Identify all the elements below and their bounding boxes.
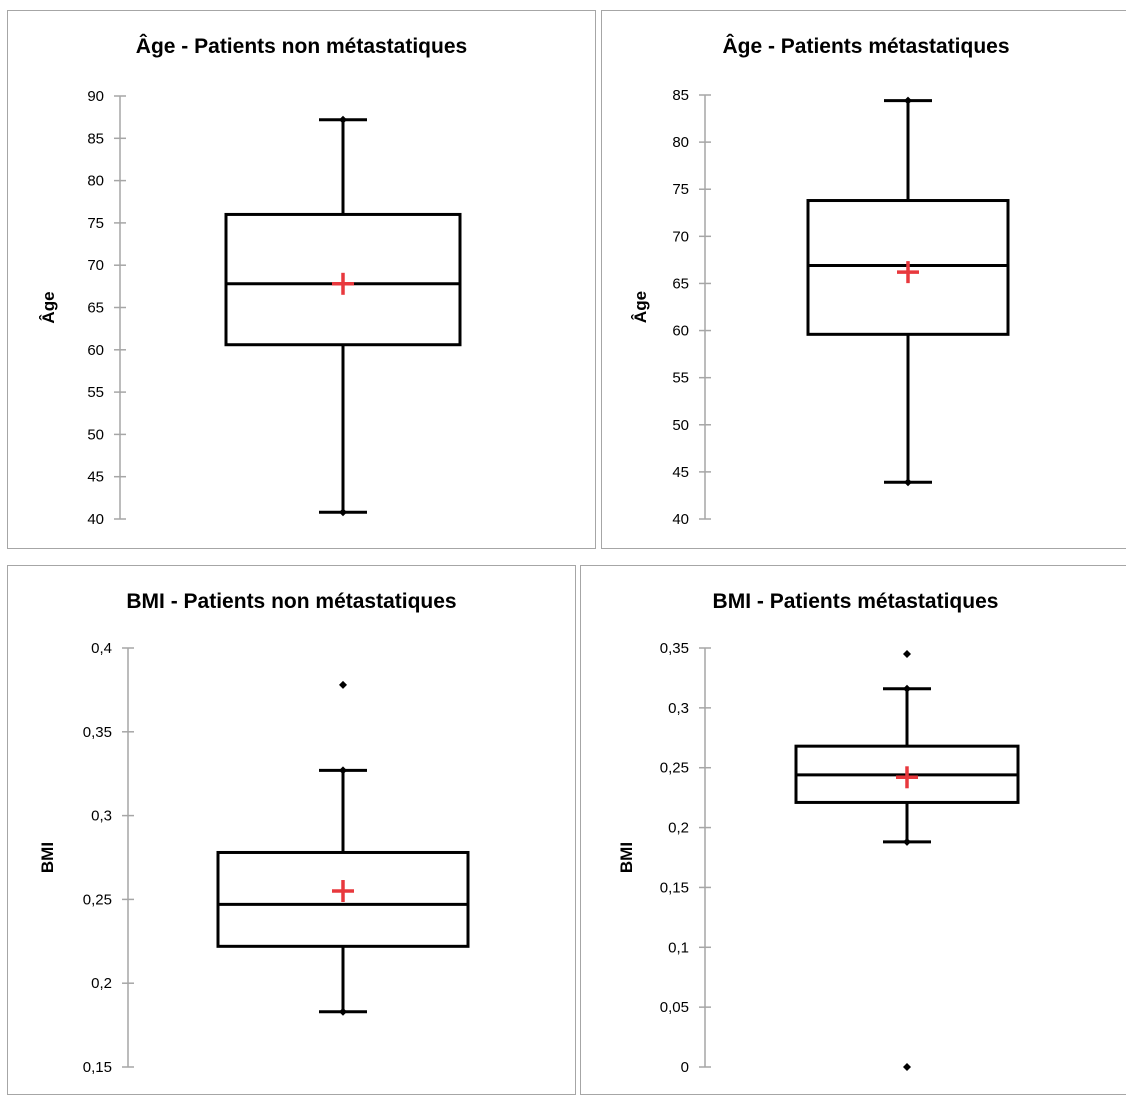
y-tick-label: 50	[672, 417, 689, 434]
y-tick-label: 65	[672, 275, 689, 292]
y-tick-label: 0,2	[668, 820, 689, 837]
y-tick-label: 70	[87, 257, 104, 274]
y-tick-label: 0,1	[668, 939, 689, 956]
y-tick-label: 0,05	[660, 999, 689, 1016]
y-tick-label: 90	[87, 88, 104, 105]
outlier-point	[903, 1063, 911, 1071]
y-tick-label: 0,4	[91, 640, 112, 657]
chart-panel-age-metastatic: Âge - Patients métastatiques 40 45 50 55 60 6…	[601, 10, 1126, 549]
y-tick-label: 85	[672, 87, 689, 104]
y-tick-label: 0,3	[91, 808, 112, 825]
min-marker	[339, 508, 347, 517]
y-tick-label: 70	[672, 228, 689, 245]
chart-title: BMI - Patients métastatiques	[712, 590, 999, 613]
max-marker	[339, 115, 347, 124]
y-axis-label: BMI	[617, 842, 636, 873]
y-tick-label: 75	[87, 215, 104, 232]
chart-title: BMI - Patients non métastatiques	[126, 590, 457, 613]
y-tick-label: 40	[87, 511, 104, 528]
min-marker	[904, 478, 912, 487]
chart-svg: 40 45 50 55 60 65 70 75 80 85 90 Âge	[39, 88, 462, 528]
y-tick-label: 0,35	[83, 724, 112, 741]
chart-svg: 0 0,05 0,1 0,15 0,2 0,25 0,3 0,35 BMI	[617, 640, 1020, 1076]
y-tick-label: 45	[87, 469, 104, 486]
y-axis-label: BMI	[38, 842, 57, 873]
chart-panel-bmi-non-metastatic: BMI - Patients non métastatiques 0,15 0,2…	[7, 565, 576, 1095]
outlier-point	[339, 680, 347, 689]
y-tick-label: 0,25	[660, 760, 689, 777]
min-marker	[903, 837, 911, 846]
y-tick-label: 75	[672, 181, 689, 198]
y-tick-label: 0,2	[91, 975, 112, 992]
max-marker	[903, 684, 911, 693]
iqr-box	[224, 212, 462, 347]
chart-svg: 0,15 0,2 0,25 0,3 0,35 0,4 BMI	[38, 640, 470, 1076]
outlier-point	[903, 649, 911, 658]
y-tick-label: 0,25	[83, 891, 112, 908]
y-tick-label: 45	[672, 464, 689, 481]
chart-panel-age-non-metastatic: Âge - Patients non métastatiques 40 45 50 5…	[7, 10, 596, 549]
y-axis-label: Âge	[631, 291, 650, 323]
y-tick-label: 0,15	[83, 1059, 112, 1076]
y-tick-label: 60	[87, 342, 104, 359]
max-marker	[904, 96, 912, 105]
y-tick-label: 80	[87, 173, 104, 190]
chart-title: Âge - Patients non métastatiques	[135, 35, 468, 58]
y-tick-label: 0,35	[660, 640, 689, 657]
chart-title: Âge - Patients métastatiques	[722, 35, 1010, 58]
y-tick-label: 0,15	[660, 879, 689, 896]
y-tick-label: 55	[87, 384, 104, 401]
y-tick-label: 0,3	[668, 700, 689, 717]
y-tick-label: 80	[672, 134, 689, 151]
chart-panel-bmi-metastatic: BMI - Patients métastatiques 0 0,05 0,1 0,1…	[580, 565, 1126, 1095]
y-tick-label: 60	[672, 323, 689, 340]
y-tick-label: 65	[87, 300, 104, 317]
y-axis-label: Âge	[39, 291, 58, 323]
y-tick-label: 40	[672, 511, 689, 528]
y-tick-label: 85	[87, 130, 104, 147]
y-tick-label: 50	[87, 426, 104, 443]
max-marker	[339, 766, 347, 775]
chart-svg: 40 45 50 55 60 65 70 75 80 85 Âge	[631, 87, 1010, 528]
y-tick-label: 0	[681, 1059, 689, 1076]
y-tick-label: 55	[672, 370, 689, 387]
min-marker	[339, 1007, 347, 1016]
